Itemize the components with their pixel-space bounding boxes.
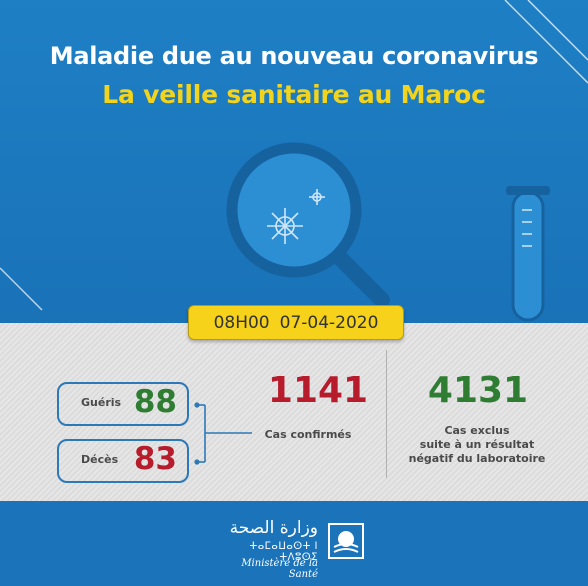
ministry-name-french: Ministère de la Santé [241, 558, 318, 580]
stats-divider [386, 350, 387, 478]
recovered-label: Guéris [81, 396, 122, 409]
page-subtitle: La veille sanitaire au Maroc [102, 80, 486, 109]
report-time: 08H00 [213, 312, 270, 333]
ministry-name-arabic: وزارة الصحة [229, 518, 318, 538]
stats-panel [0, 323, 588, 501]
ministry-name-tifinagh: ⵜⴰⵎⴰⵡⴰⵙⵜ ⵏ ⵜⴷⵓⵙⵉ [249, 541, 318, 563]
report-date: 07-04-2020 [279, 312, 379, 333]
recovered-value: 88 [133, 384, 177, 420]
page-title: Maladie due au nouveau coronavirus [49, 42, 539, 70]
ministry-emblem-icon [328, 523, 364, 559]
deaths-pill: Décès 83 [57, 439, 189, 483]
deaths-label: Décès [81, 453, 119, 466]
date-banner: 08H00 07-04-2020 [188, 305, 404, 340]
confirmed-value: 1141 [267, 370, 369, 411]
deaths-value: 83 [133, 441, 177, 477]
footer-panel [0, 501, 588, 586]
magnifier-virus-icon [226, 142, 390, 308]
recovered-pill: Guéris 88 [57, 382, 189, 426]
excluded-label-line3: négatif du laboratoire [408, 452, 546, 465]
diagonal-lines-left [0, 267, 43, 311]
diagonal-lines-top-right [504, 0, 588, 84]
test-tube-icon [506, 186, 550, 322]
excluded-label-line2: suite à un résultat [419, 438, 535, 451]
confirmed-label: Cas confirmés [264, 428, 352, 441]
excluded-label-line1: Cas exclus [444, 424, 510, 437]
excluded-label: Cas exclus suite à un résultat négatif d… [396, 424, 558, 466]
excluded-value: 4131 [427, 370, 529, 411]
